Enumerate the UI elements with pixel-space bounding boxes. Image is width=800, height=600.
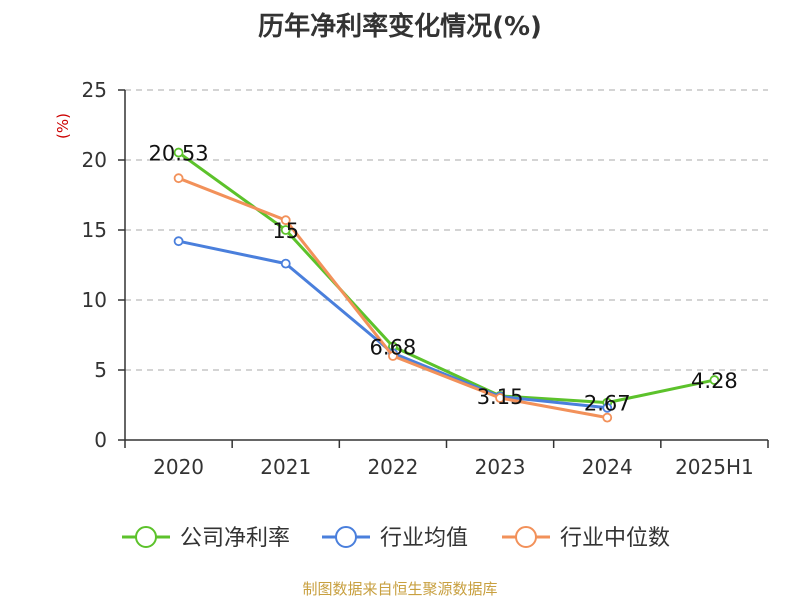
legend-label: 公司净利率 <box>180 526 290 551</box>
series-point-2[interactable] <box>280 215 291 226</box>
y-axis-label: (%) <box>54 113 72 139</box>
x-tick-label: 2021 <box>260 455 311 479</box>
legend-marker <box>135 526 157 548</box>
x-tick-label: 2023 <box>475 455 526 479</box>
series-line-0 <box>177 151 715 405</box>
data-label: 6.68 <box>370 335 417 359</box>
series-point-0[interactable] <box>709 375 720 385</box>
series <box>173 147 720 423</box>
y-tick-label: 5 <box>94 358 107 382</box>
series-point-0[interactable] <box>173 147 184 158</box>
legend-label: 行业中位数 <box>560 526 670 551</box>
data-label: 20.53 <box>149 142 209 166</box>
x-tick-label: 2024 <box>582 455 633 479</box>
series-line-1 <box>178 239 608 410</box>
series-line-2 <box>178 176 608 420</box>
series-point-1[interactable] <box>173 236 184 247</box>
grid <box>125 89 768 371</box>
legend-item-1[interactable]: 行业均值 <box>322 526 468 551</box>
series-point-2[interactable] <box>173 173 184 184</box>
data-labels: 20.53 15 6.68 3.15 2.67 4.28 <box>149 142 738 416</box>
y-tick-label: 15 <box>82 218 107 242</box>
data-label: 3.15 <box>477 385 524 409</box>
legend[interactable]: 公司净利率 行业均值 行业中位数 <box>122 526 670 551</box>
legend-marker <box>515 526 537 548</box>
y-tick-label: 10 <box>82 288 107 312</box>
chart-title: 历年净利率变化情况(%) <box>258 11 542 42</box>
y-tick-label: 25 <box>82 78 107 102</box>
axes: 0 5 10 15 20 25 2020 2021 2022 2023 2024 2025H1 <box>82 78 769 479</box>
y-tick-label: 0 <box>94 428 107 452</box>
legend-item-2[interactable]: 行业中位数 <box>502 526 670 551</box>
source-note: 制图数据来自恒生聚源数据库 <box>302 580 497 598</box>
x-tick-label: 2020 <box>153 455 204 479</box>
series-point-2[interactable] <box>602 412 613 423</box>
legend-label: 行业均值 <box>380 526 468 551</box>
series-point-2[interactable] <box>495 393 505 403</box>
data-label: 15 <box>272 219 299 243</box>
series-point-1[interactable] <box>602 402 613 413</box>
data-label: 2.67 <box>584 392 631 416</box>
data-label: 4.28 <box>691 369 738 393</box>
legend-marker <box>335 526 357 548</box>
y-tick-label: 20 <box>82 148 107 172</box>
legend-item-0[interactable]: 公司净利率 <box>122 526 290 551</box>
x-tick-label: 2022 <box>367 455 418 479</box>
series-point-1[interactable] <box>280 258 291 269</box>
series-point-0[interactable] <box>280 225 291 235</box>
x-tick-label: 2025H1 <box>675 455 754 479</box>
series-point-2[interactable] <box>388 351 398 361</box>
